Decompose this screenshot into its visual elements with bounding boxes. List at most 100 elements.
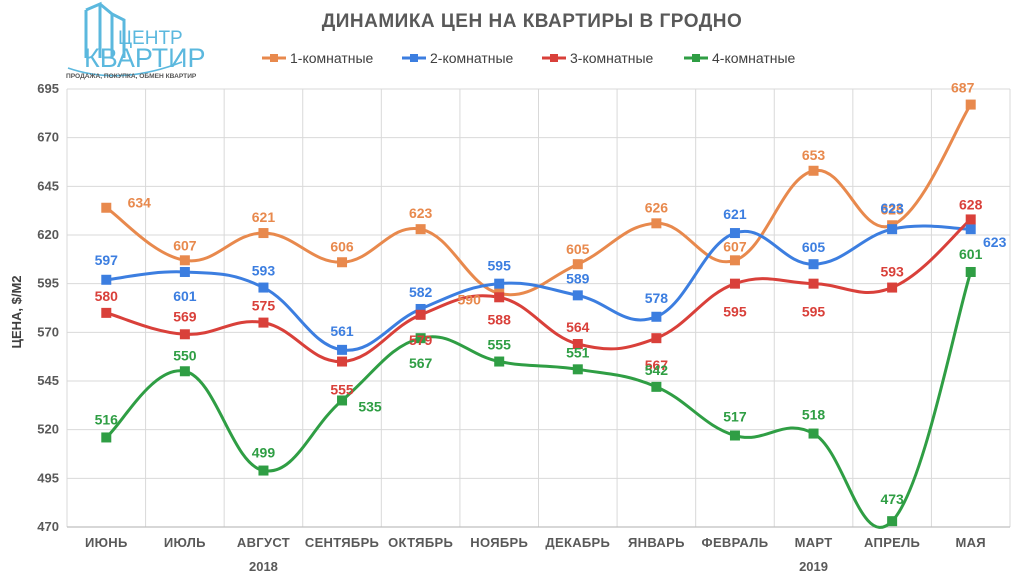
data-point-marker (337, 356, 348, 367)
data-label: 575 (252, 298, 276, 314)
data-point-marker (494, 292, 505, 303)
y-tick-label: 570 (37, 324, 59, 339)
data-label: 555 (330, 382, 354, 398)
y-axis-ticks: 470 495 520 545 570 595 620 645 670 695 (37, 81, 59, 534)
data-label: 621 (723, 206, 747, 222)
data-label: 588 (488, 311, 512, 327)
data-label: 590 (458, 291, 482, 307)
data-label: 605 (802, 239, 826, 255)
x-tick-label: МАРТ (795, 535, 833, 550)
data-label: 634 (128, 195, 152, 211)
data-label: 593 (880, 264, 904, 280)
data-label: 582 (409, 284, 433, 300)
data-label: 601 (959, 246, 983, 262)
series-markers (101, 99, 976, 527)
data-point-marker (729, 430, 740, 441)
data-label: 517 (723, 409, 747, 425)
data-point-marker (101, 307, 112, 318)
year-label: 2019 (799, 559, 828, 574)
data-label: 579 (409, 332, 433, 348)
data-point-marker (572, 290, 583, 301)
data-point-marker (258, 228, 269, 239)
data-point-marker (651, 381, 662, 392)
data-label: 580 (95, 288, 119, 304)
data-point-marker (965, 99, 976, 110)
data-point-marker (572, 259, 583, 270)
data-point-marker (651, 333, 662, 344)
gridlines (66, 88, 1011, 528)
data-point-marker (179, 255, 190, 266)
data-point-marker (965, 214, 976, 225)
logo-top-text: ЦЕНТР (118, 28, 183, 49)
x-tick-label: ФЕВРАЛЬ (702, 535, 769, 550)
data-point-marker (179, 329, 190, 340)
data-point-marker (729, 228, 740, 239)
x-axis-ticks: ИЮНЬ ИЮЛЬ АВГУСТ СЕНТЯБРЬ ОКТЯБРЬ НОЯБРЬ ДЕКАБ… (85, 535, 986, 550)
data-label: 564 (566, 319, 590, 335)
data-label: 653 (802, 147, 826, 163)
logo-tagline: ПРОДАЖА, ПОКУПКА, ОБМЕН КВАРТИР (66, 73, 197, 80)
data-point-marker (415, 303, 426, 314)
y-tick-label: 545 (37, 373, 59, 388)
data-label: 621 (252, 209, 276, 225)
legend-item-label: 1-комнатные (290, 50, 374, 66)
data-label: 593 (252, 263, 276, 279)
data-label: 551 (566, 344, 590, 360)
chart-title: ДИНАМИКА ЦЕН НА КВАРТИРЫ В ГРОДНО (322, 11, 743, 32)
data-point-marker (494, 356, 505, 367)
chart-legend: 1-комнатные 2-комнатные 3-комнатные 4-комна… (262, 50, 796, 66)
x-tick-label: СЕНТЯБРЬ (305, 535, 379, 550)
data-point-marker (572, 339, 583, 350)
x-tick-label: МАЯ (955, 535, 985, 550)
x-tick-label: НОЯБРЬ (470, 535, 528, 550)
data-point-marker (651, 311, 662, 322)
data-label: 578 (645, 290, 669, 306)
data-point-marker (415, 333, 426, 344)
legend-item-label: 4-комнатные (712, 50, 796, 66)
y-tick-label: 520 (37, 422, 59, 437)
data-point-marker (101, 202, 112, 213)
x-tick-label: ЯНВАРЬ (628, 535, 685, 550)
data-label: 626 (645, 199, 669, 215)
company-logo: ЦЕНТР КВАРТИР ПРОДАЖА, ПОКУПКА, ОБМЕН КВ… (66, 1, 206, 80)
data-point-marker (415, 309, 426, 320)
data-label: 561 (330, 323, 354, 339)
data-point-marker (887, 516, 898, 527)
data-point-marker (258, 317, 269, 328)
y-tick-label: 495 (37, 470, 59, 485)
building-logo-icon (67, 1, 183, 77)
data-point-marker (415, 224, 426, 235)
data-label: 601 (173, 288, 197, 304)
series-line (105, 271, 973, 529)
data-label: 535 (358, 398, 382, 414)
data-label: 516 (95, 411, 119, 427)
data-label: 607 (173, 237, 197, 253)
data-label: 569 (173, 308, 197, 324)
data-point-marker (965, 224, 976, 235)
x-tick-label: АВГУСТ (237, 535, 290, 550)
legend-marker-icon (270, 54, 278, 62)
year-label: 2018 (249, 559, 278, 574)
data-point-marker (179, 266, 190, 277)
data-point-marker (101, 274, 112, 285)
data-label: 550 (173, 347, 197, 363)
data-label: 555 (488, 337, 512, 353)
data-label: 595 (802, 304, 826, 320)
legend-item-label: 2-комнатные (430, 50, 514, 66)
data-point-marker (887, 224, 898, 235)
data-label: 542 (645, 362, 669, 378)
data-label: 607 (723, 238, 747, 254)
data-point-marker (337, 257, 348, 268)
data-point-marker (337, 395, 348, 406)
data-point-marker (808, 428, 819, 439)
legend-item-label: 3-комнатные (570, 50, 654, 66)
x-tick-label: ДЕКАБРЬ (545, 535, 610, 550)
y-tick-label: 670 (37, 130, 59, 145)
data-point-marker (337, 344, 348, 355)
data-label: 628 (959, 196, 983, 212)
x-tick-label: ОКТЯБРЬ (388, 535, 453, 550)
data-point-marker (808, 165, 819, 176)
y-tick-label: 595 (37, 276, 59, 291)
logo-main-text: КВАРТИР (84, 43, 206, 73)
